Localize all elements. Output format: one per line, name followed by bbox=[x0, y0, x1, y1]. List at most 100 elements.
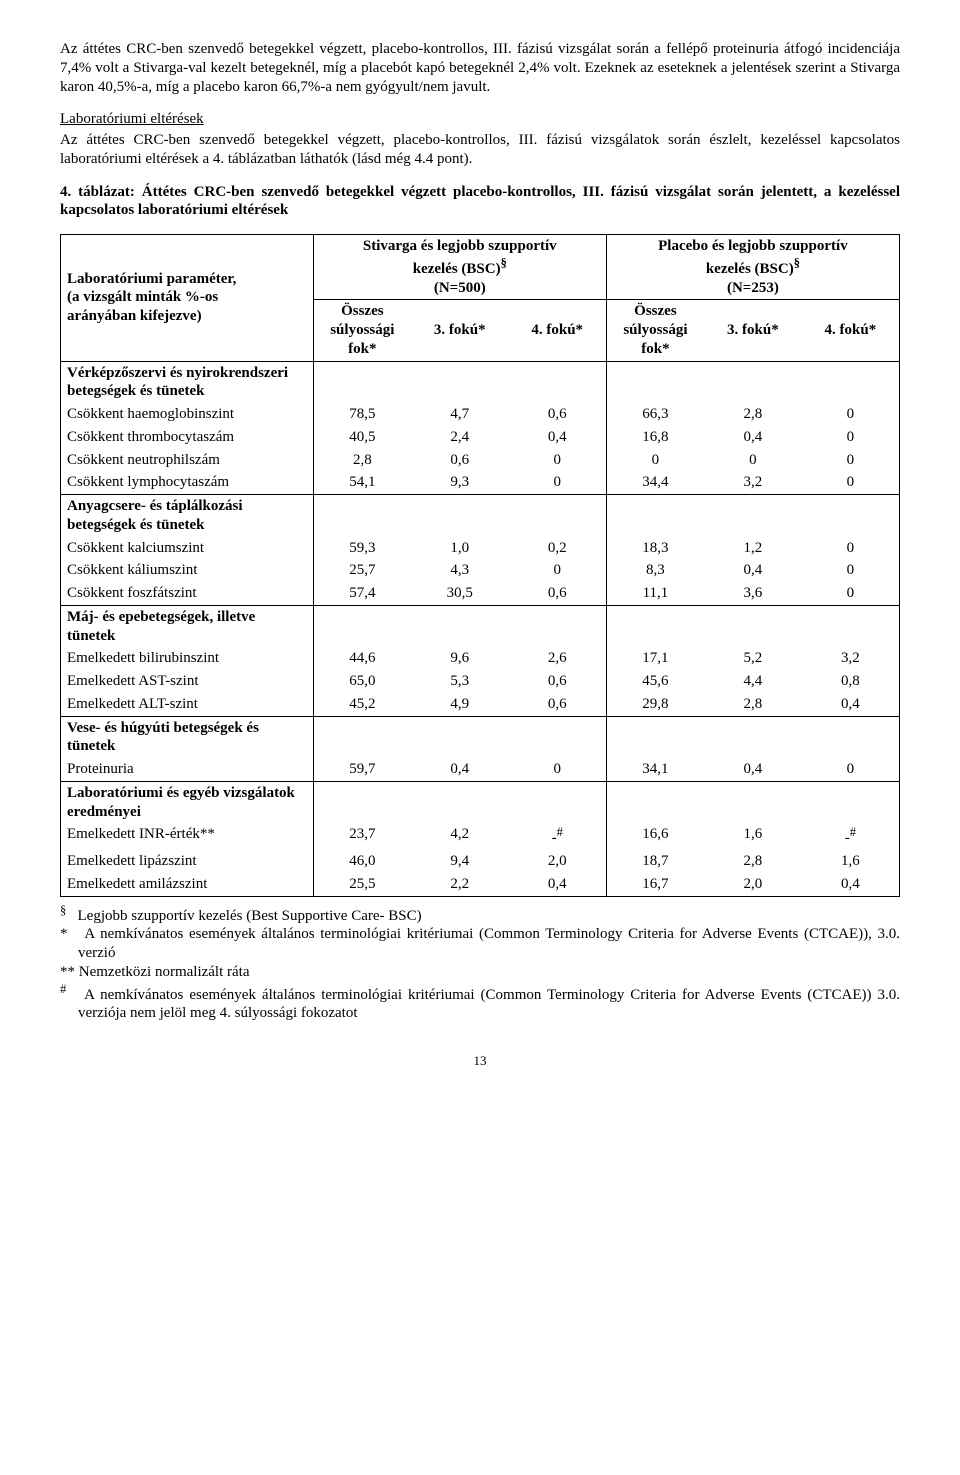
table-cell: 2,4 bbox=[411, 426, 509, 449]
table-cell: 2,8 bbox=[313, 449, 411, 472]
lab-section-title: Laboratóriumi eltérések bbox=[60, 110, 900, 129]
table-cell: 29,8 bbox=[606, 693, 704, 716]
table-cell: 45,2 bbox=[313, 693, 411, 716]
lab-table: Laboratóriumi paraméter, (a vizsgált min… bbox=[60, 234, 900, 897]
table-row-label: Csökkent lymphocytaszám bbox=[61, 471, 314, 494]
table-cell: 16,6 bbox=[606, 823, 704, 850]
table-cell: 0 bbox=[509, 449, 607, 472]
table-cell: 0 bbox=[802, 758, 900, 781]
table-cell: 0 bbox=[509, 758, 607, 781]
table-cell: 1,2 bbox=[704, 537, 802, 560]
table-cell: 34,4 bbox=[606, 471, 704, 494]
table-cell: 30,5 bbox=[411, 582, 509, 605]
table-cell: 0,4 bbox=[509, 873, 607, 896]
table-cell: 65,0 bbox=[313, 670, 411, 693]
table-cell: 3,2 bbox=[704, 471, 802, 494]
col-g4-stivarga: 4. fokú* bbox=[509, 300, 607, 361]
table-row-label: Emelkedett ALT-szint bbox=[61, 693, 314, 716]
table-cell: 2,8 bbox=[704, 403, 802, 426]
table-cell: 23,7 bbox=[313, 823, 411, 850]
table-cell: 18,3 bbox=[606, 537, 704, 560]
table-cell: 2,8 bbox=[704, 693, 802, 716]
footnotes: § Legjobb szupportív kezelés (Best Suppo… bbox=[60, 903, 900, 1024]
table-cell: 57,4 bbox=[313, 582, 411, 605]
table-cell: 0,6 bbox=[411, 449, 509, 472]
table-row-label: Proteinuria bbox=[61, 758, 314, 781]
table-cell: 1,6 bbox=[802, 850, 900, 873]
table-cell: 5,2 bbox=[704, 647, 802, 670]
table-cell: 2,0 bbox=[509, 850, 607, 873]
table-cell: 25,5 bbox=[313, 873, 411, 896]
table-cell: 54,1 bbox=[313, 471, 411, 494]
table-cell: 16,8 bbox=[606, 426, 704, 449]
stivarga-header: Stivarga és legjobb szupportív kezelés (… bbox=[313, 235, 606, 300]
table-cell: 0,6 bbox=[509, 582, 607, 605]
table-cell: 0 bbox=[802, 449, 900, 472]
col-g4-placebo: 4. fokú* bbox=[802, 300, 900, 361]
table-cell: 2,6 bbox=[509, 647, 607, 670]
table-cell: 2,8 bbox=[704, 850, 802, 873]
table-cell: 4,7 bbox=[411, 403, 509, 426]
table-row-label: Csökkent haemoglobinszint bbox=[61, 403, 314, 426]
table-cell: -# bbox=[802, 823, 900, 850]
table-row-label: Csökkent káliumszint bbox=[61, 559, 314, 582]
table-cell: 0 bbox=[802, 426, 900, 449]
table-cell: 0,4 bbox=[802, 873, 900, 896]
table-cell: 0,4 bbox=[509, 426, 607, 449]
table-cell: 59,7 bbox=[313, 758, 411, 781]
table-cell: 4,9 bbox=[411, 693, 509, 716]
group-title: Máj- és epebetegségek, illetve tünetek bbox=[61, 605, 314, 647]
table-cell: 0,4 bbox=[704, 559, 802, 582]
table-cell: 0,4 bbox=[802, 693, 900, 716]
table-cell: 0,6 bbox=[509, 693, 607, 716]
table-cell: 0 bbox=[802, 471, 900, 494]
table-cell: 0,2 bbox=[509, 537, 607, 560]
table-cell: 66,3 bbox=[606, 403, 704, 426]
table-cell: 2,2 bbox=[411, 873, 509, 896]
table-cell: 0 bbox=[704, 449, 802, 472]
col-all-stivarga: Összes súlyossági fok* bbox=[313, 300, 411, 361]
table-cell: 0,8 bbox=[802, 670, 900, 693]
table-cell: 3,6 bbox=[704, 582, 802, 605]
table-cell: 34,1 bbox=[606, 758, 704, 781]
table-row-label: Csökkent neutrophilszám bbox=[61, 449, 314, 472]
table-cell: 0 bbox=[802, 559, 900, 582]
table-row-label: Csökkent thrombocytaszám bbox=[61, 426, 314, 449]
table-cell: 9,4 bbox=[411, 850, 509, 873]
table-cell: 9,3 bbox=[411, 471, 509, 494]
table-cell: 1,0 bbox=[411, 537, 509, 560]
paragraph-lab: Az áttétes CRC-ben szenvedő betegekkel v… bbox=[60, 131, 900, 169]
table-cell: 0 bbox=[802, 537, 900, 560]
table-row-label: Emelkedett lipázszint bbox=[61, 850, 314, 873]
table-cell: 0 bbox=[509, 559, 607, 582]
table-cell: 0,4 bbox=[704, 758, 802, 781]
table-cell: 8,3 bbox=[606, 559, 704, 582]
table-cell: 45,6 bbox=[606, 670, 704, 693]
table-row-label: Emelkedett bilirubinszint bbox=[61, 647, 314, 670]
table-cell: 5,3 bbox=[411, 670, 509, 693]
table-cell: 9,6 bbox=[411, 647, 509, 670]
placebo-header: Placebo és legjobb szupportív kezelés (B… bbox=[606, 235, 899, 300]
table-cell: 0,4 bbox=[411, 758, 509, 781]
table-row-label: Emelkedett amilázszint bbox=[61, 873, 314, 896]
table-cell: 0 bbox=[509, 471, 607, 494]
table-cell: 0 bbox=[802, 582, 900, 605]
page-number: 13 bbox=[60, 1053, 900, 1069]
table-cell: 0,4 bbox=[704, 426, 802, 449]
group-title: Anyagcsere- és táplálkozási betegségek é… bbox=[61, 495, 314, 537]
param-header: Laboratóriumi paraméter, (a vizsgált min… bbox=[61, 235, 314, 362]
table-cell: 18,7 bbox=[606, 850, 704, 873]
group-title: Laboratóriumi és egyéb vizsgálatok eredm… bbox=[61, 781, 314, 823]
table-cell: 4,2 bbox=[411, 823, 509, 850]
table-cell: 3,2 bbox=[802, 647, 900, 670]
table-row-label: Csökkent foszfátszint bbox=[61, 582, 314, 605]
table-cell: 0,6 bbox=[509, 670, 607, 693]
table-cell: -# bbox=[509, 823, 607, 850]
table-cell: 0 bbox=[802, 403, 900, 426]
paragraph-intro: Az áttétes CRC-ben szenvedő betegekkel v… bbox=[60, 40, 900, 96]
group-title: Vérképzőszervi és nyirokrendszeri betegs… bbox=[61, 361, 314, 403]
table-cell: 11,1 bbox=[606, 582, 704, 605]
table-cell: 59,3 bbox=[313, 537, 411, 560]
table-cell: 46,0 bbox=[313, 850, 411, 873]
table-caption: 4. táblázat: Áttétes CRC-ben szenvedő be… bbox=[60, 183, 900, 221]
